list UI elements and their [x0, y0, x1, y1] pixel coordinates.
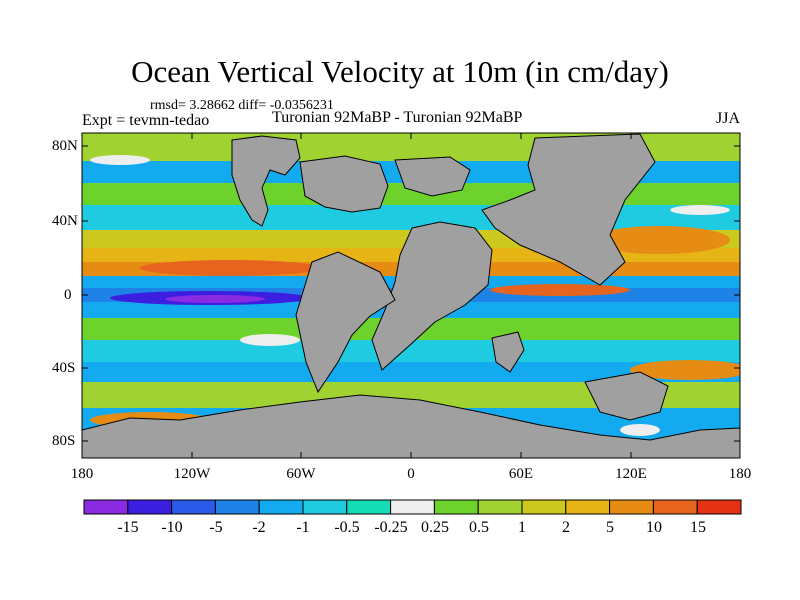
colorbar-label: 0.5: [469, 519, 489, 536]
experiments-label: Turonian 92MaBP - Turonian 92MaBP: [272, 109, 523, 126]
africa-landmass: [371, 221, 493, 371]
colorbar-label: 1: [518, 519, 526, 536]
colorbar-label: -0.25: [374, 519, 408, 536]
axis-ticks: [82, 133, 740, 458]
tropical-upwelling-west: [140, 260, 320, 276]
lon-label-180-right: 180: [728, 466, 752, 482]
madagascar-landmass: [491, 331, 525, 373]
figure-title: Ocean Vertical Velocity at 10m (in cm/da…: [131, 54, 669, 89]
lon-label-120w: 120W: [173, 466, 211, 482]
south-subtropic-band: [82, 340, 740, 362]
colorbar-swatch: [214, 499, 260, 515]
arctic-landmass: [394, 156, 471, 197]
colorbar-swatch: [609, 499, 654, 515]
south-america-landmass: [295, 251, 396, 394]
antarctica-landmass: [82, 394, 740, 458]
colorbar-label: -10: [161, 519, 183, 536]
colorbar-label: 15: [690, 519, 706, 536]
season-label: JJA: [716, 110, 741, 127]
lat-label-40s: 40S: [52, 360, 76, 376]
colorbar-swatch: [521, 499, 567, 515]
australia-landmass: [584, 371, 669, 421]
asia-landmass: [481, 133, 656, 286]
colorbar-label: -5: [209, 519, 223, 536]
map-field: [82, 133, 740, 458]
colorbar-swatch: [652, 499, 698, 515]
south-pacific-upwelling: [630, 360, 740, 380]
greenland-landmass: [231, 135, 301, 227]
equatorial-downwelling-core: [165, 295, 265, 303]
lat-label-0: 0: [64, 287, 72, 303]
colorbar-label: 0.25: [421, 519, 449, 536]
stats-label: rmsd= 3.28662 diff= -0.0356231: [150, 98, 334, 113]
neutral-patch-3: [670, 205, 730, 215]
colorbar-label: -0.5: [334, 519, 360, 536]
north-subtropic-band: [82, 205, 740, 230]
colorbar-swatch: [83, 499, 129, 515]
north-atlantic-landmass: [299, 155, 389, 213]
colorbar: [83, 499, 742, 515]
colorbar-swatch: [477, 499, 523, 515]
colorbar-swatch: [390, 499, 435, 515]
south-mid-band: [82, 362, 740, 382]
lon-label-120e: 120E: [615, 466, 647, 482]
tropical-upwelling-east: [490, 284, 630, 296]
colorbar-label: -1: [296, 519, 310, 536]
colorbar-label: 10: [646, 519, 662, 536]
lon-label-180-left: 180: [70, 466, 94, 482]
colorbar-swatch: [258, 499, 304, 515]
colorbar-swatch: [302, 499, 348, 515]
colorbar-swatch: [433, 499, 479, 515]
colorbar-swatch: [127, 499, 173, 515]
landmasses: [82, 133, 740, 458]
lat-label-80s: 80S: [52, 433, 76, 449]
colorbar-label: 2: [562, 519, 570, 536]
neutral-patch-2: [90, 155, 150, 165]
experiment-label: Expt = tevmn-tedao: [82, 112, 210, 129]
lon-label-60e: 60E: [508, 466, 534, 482]
north-pacific-upwelling: [590, 226, 730, 254]
neutral-patch-4: [620, 424, 660, 436]
colorbar-swatch: [565, 499, 611, 515]
colorbar-label: -2: [252, 519, 266, 536]
lat-label-80n: 80N: [52, 138, 78, 154]
colorbar-swatch: [696, 499, 742, 515]
colorbar-swatch: [171, 499, 216, 515]
lon-label-60w: 60W: [286, 466, 316, 482]
lon-label-0: 0: [407, 466, 415, 482]
colorbar-label: -15: [117, 519, 139, 536]
lat-label-40n: 40N: [52, 213, 78, 229]
colorbar-swatch: [346, 499, 392, 515]
colorbar-label: 5: [606, 519, 614, 536]
neutral-patch-1: [240, 334, 300, 346]
